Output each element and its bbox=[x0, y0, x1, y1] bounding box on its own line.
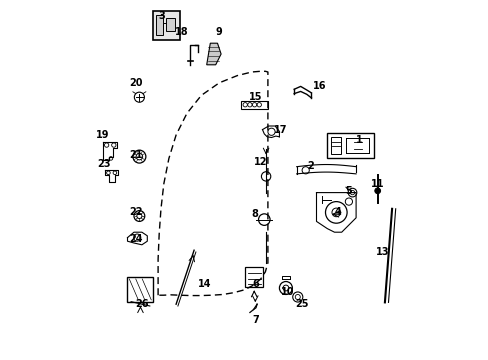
Text: 16: 16 bbox=[313, 81, 326, 91]
Text: 12: 12 bbox=[253, 157, 267, 167]
Text: 1: 1 bbox=[356, 135, 362, 145]
Text: 3: 3 bbox=[158, 11, 165, 21]
Bar bbox=[241, 101, 267, 109]
Text: 25: 25 bbox=[295, 299, 308, 309]
Circle shape bbox=[374, 188, 380, 194]
Bar bbox=[326, 133, 373, 158]
Text: 24: 24 bbox=[129, 234, 143, 244]
Text: 26: 26 bbox=[135, 299, 148, 309]
Text: 6: 6 bbox=[251, 279, 258, 289]
Bar bbox=[166, 18, 175, 31]
Text: 5: 5 bbox=[345, 186, 351, 196]
Bar bbox=[156, 15, 163, 35]
Text: 4: 4 bbox=[334, 207, 341, 217]
Text: 19: 19 bbox=[95, 130, 109, 140]
Text: 14: 14 bbox=[198, 279, 211, 289]
Text: 15: 15 bbox=[248, 92, 262, 102]
Text: 18: 18 bbox=[174, 27, 188, 37]
Text: 11: 11 bbox=[370, 179, 384, 189]
Text: 8: 8 bbox=[251, 209, 258, 219]
Bar bbox=[330, 137, 340, 154]
Bar bbox=[244, 267, 263, 287]
Text: 20: 20 bbox=[129, 78, 143, 88]
Polygon shape bbox=[206, 43, 221, 65]
Text: 21: 21 bbox=[129, 150, 143, 160]
Text: 23: 23 bbox=[97, 159, 111, 169]
Bar bbox=[152, 11, 179, 40]
Text: 7: 7 bbox=[251, 315, 258, 325]
Text: 13: 13 bbox=[376, 247, 389, 257]
Text: 2: 2 bbox=[307, 161, 314, 171]
Bar bbox=[127, 277, 153, 302]
Text: 10: 10 bbox=[281, 287, 294, 297]
Text: 17: 17 bbox=[273, 125, 286, 135]
Text: 9: 9 bbox=[216, 27, 222, 37]
Text: 22: 22 bbox=[129, 207, 143, 217]
